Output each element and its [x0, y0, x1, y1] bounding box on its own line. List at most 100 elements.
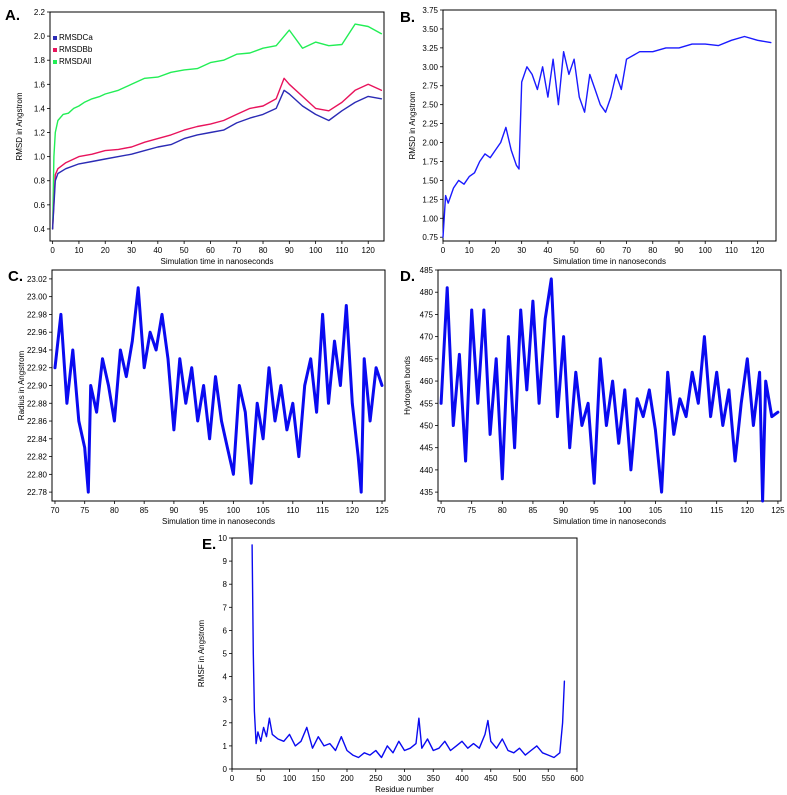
panel-letter: C.	[8, 268, 23, 285]
x-tick-label: 75	[467, 506, 476, 515]
y-tick-label: 1	[223, 742, 228, 751]
x-tick-label: 60	[206, 246, 215, 255]
y-tick-label: 480	[420, 288, 434, 297]
y-tick-label: 3.75	[422, 6, 438, 15]
x-tick-label: 100	[309, 246, 323, 255]
x-tick-label: 90	[169, 506, 178, 515]
y-tick-label: 0.75	[422, 233, 438, 242]
plot-frame	[51, 269, 386, 502]
x-tick-label: 0	[50, 246, 55, 255]
x-tick-label: 70	[622, 246, 631, 255]
x-tick-label: 95	[590, 506, 599, 515]
y-axis-title: Hydrogen bonds	[403, 356, 412, 415]
x-tick-label: 70	[232, 246, 241, 255]
y-tick-label: 2.0	[34, 32, 46, 41]
y-tick-label: 3	[223, 696, 228, 705]
series-line-series-0	[251, 544, 566, 759]
y-tick-label: 22.88	[27, 399, 48, 408]
x-tick-label: 110	[336, 246, 349, 255]
plot-frame	[49, 11, 385, 242]
y-tick-label: 1.8	[34, 56, 46, 65]
x-tick-label: 115	[316, 506, 329, 515]
y-tick-label: 465	[420, 355, 434, 364]
y-tick-label: 2.00	[422, 139, 438, 148]
y-tick-label: 2.25	[422, 120, 438, 129]
x-tick-label: 30	[517, 246, 526, 255]
y-tick-label: 470	[420, 333, 434, 342]
y-tick-label: 8	[223, 580, 228, 589]
y-tick-label: 1.2	[34, 129, 46, 138]
x-tick-label: 110	[680, 506, 693, 515]
series-line-series-0	[442, 35, 772, 238]
x-axis-title: Simulation time in nanoseconds	[162, 517, 275, 526]
y-axis-title: RMSD in Angstrom	[15, 92, 24, 160]
panel-letter: A.	[5, 7, 20, 24]
x-tick-label: 60	[596, 246, 605, 255]
x-tick-label: 110	[725, 246, 738, 255]
x-tick-label: 120	[741, 506, 755, 515]
x-tick-label: 500	[513, 774, 527, 783]
x-tick-label: 120	[346, 506, 360, 515]
y-tick-label: 2.2	[34, 8, 46, 17]
y-axis-title: RMSF in Angstrom	[197, 620, 206, 687]
x-tick-label: 300	[398, 774, 412, 783]
x-tick-label: 90	[285, 246, 294, 255]
y-tick-label: 23.00	[27, 293, 48, 302]
x-tick-label: 450	[484, 774, 498, 783]
x-tick-label: 50	[256, 774, 265, 783]
y-tick-label: 485	[420, 266, 434, 275]
x-tick-label: 50	[570, 246, 579, 255]
panel-letter: D.	[400, 268, 415, 285]
y-tick-label: 0.6	[34, 201, 46, 210]
y-tick-label: 460	[420, 377, 434, 386]
y-tick-label: 1.6	[34, 80, 46, 89]
x-tick-label: 350	[427, 774, 441, 783]
x-tick-label: 0	[441, 246, 446, 255]
x-tick-label: 600	[570, 774, 584, 783]
x-tick-label: 80	[648, 246, 657, 255]
x-axis-title: Simulation time in nanoseconds	[161, 257, 274, 266]
x-tick-label: 95	[199, 506, 208, 515]
x-tick-label: 30	[127, 246, 136, 255]
y-tick-label: 22.86	[27, 417, 48, 426]
x-axis-title: Simulation time in nanoseconds	[553, 257, 666, 266]
x-tick-label: 75	[80, 506, 89, 515]
x-tick-label: 80	[259, 246, 268, 255]
x-tick-label: 40	[543, 246, 552, 255]
y-tick-label: 3.50	[422, 25, 438, 34]
y-tick-label: 445	[420, 444, 434, 453]
y-tick-label: 2.75	[422, 82, 438, 91]
legend-swatch	[53, 60, 57, 64]
y-tick-label: 22.90	[27, 382, 48, 391]
y-tick-label: 0.4	[34, 225, 46, 234]
x-tick-label: 150	[312, 774, 326, 783]
y-tick-label: 455	[420, 399, 434, 408]
panel-b: B. 0 10 20 30 40 50 60 70 80 90 100 110 120 0.75 1.00 1.…	[400, 6, 777, 266]
panel-letter: B.	[400, 9, 415, 26]
panel-e: E. 0 50 100 150 200 250 300 350 400 450 500 550 600 0 1…	[197, 534, 584, 794]
x-tick-label: 0	[230, 774, 235, 783]
y-tick-label: 22.84	[27, 435, 48, 444]
x-tick-label: 70	[437, 506, 446, 515]
y-tick-label: 1.50	[422, 176, 438, 185]
x-tick-label: 115	[710, 506, 723, 515]
x-tick-label: 125	[771, 506, 785, 515]
x-tick-label: 200	[340, 774, 354, 783]
x-axis-title: Simulation time in nanoseconds	[553, 517, 666, 526]
panel-letter: E.	[202, 536, 216, 553]
y-tick-label: 475	[420, 310, 434, 319]
y-tick-label: 2	[223, 719, 228, 728]
y-tick-label: 3.25	[422, 44, 438, 53]
y-axis-title: RMSD in Angstrom	[408, 91, 417, 159]
x-tick-label: 40	[153, 246, 162, 255]
legend-label: RMSDBb	[59, 45, 93, 54]
x-tick-label: 90	[675, 246, 684, 255]
x-tick-label: 70	[51, 506, 60, 515]
x-tick-label: 100	[227, 506, 241, 515]
x-tick-label: 10	[74, 246, 83, 255]
legend-label: RMSDCa	[59, 33, 93, 42]
y-tick-label: 9	[223, 557, 228, 566]
series-line-rmsdbb	[51, 77, 383, 230]
x-tick-label: 250	[369, 774, 383, 783]
